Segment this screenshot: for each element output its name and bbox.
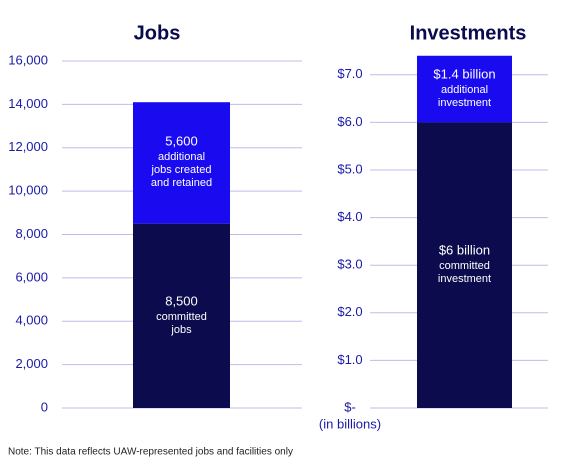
y-tick-label: $-: [344, 399, 356, 414]
segment-label-line: jobs created: [151, 164, 212, 176]
value-label: $6 billion: [439, 243, 490, 258]
segment-label-line: committed: [439, 260, 490, 272]
segment-label: committed jobs: [156, 311, 207, 336]
y-tick-label: 0: [41, 399, 48, 414]
y-tick-label: $4.0: [337, 209, 362, 224]
bar-segment: [417, 55, 512, 123]
bar-segment: [133, 223, 230, 408]
segment-label-line: additional: [158, 151, 205, 163]
segment-label-line: committed: [156, 311, 207, 323]
y-tick-label: 8,000: [15, 226, 48, 241]
y-tick-label: $5.0: [337, 161, 362, 176]
value-label: $1.4 billion: [433, 67, 495, 82]
chart-title: Jobs: [134, 22, 181, 44]
segment-label-line: investment: [438, 97, 491, 109]
segment-label-line: investment: [438, 273, 491, 285]
y-tick-label: 10,000: [8, 183, 48, 198]
segment-label-line: additional: [441, 84, 488, 96]
y-tick-label: $7.0: [337, 66, 362, 81]
y-tick-label: 16,000: [8, 52, 48, 67]
segment-label-line: and retained: [151, 177, 212, 189]
segment-label: additional jobs created and retained: [151, 151, 213, 189]
y-tick-label: $6.0: [337, 114, 362, 129]
segment-label: committed investment: [438, 260, 491, 285]
segment-label-line: jobs: [170, 324, 192, 336]
value-label: 8,500: [165, 293, 198, 308]
y-tick-label: 4,000: [15, 313, 48, 328]
y-tick-label: $3.0: [337, 257, 362, 272]
y-tick-label: $1.0: [337, 352, 362, 367]
y-axis-label: (in billions): [319, 416, 381, 431]
bar-segment: [417, 122, 512, 409]
note: Note: This data reflects UAW-represented…: [8, 447, 293, 458]
chart-title: Investments: [410, 22, 527, 44]
y-tick-label: 12,000: [8, 139, 48, 154]
y-tick-label: 2,000: [15, 356, 48, 371]
y-tick-label: 14,000: [8, 96, 48, 111]
y-tick-label: $2.0: [337, 304, 362, 319]
value-label: 5,600: [165, 133, 198, 148]
segment-label: additional investment: [438, 84, 491, 109]
bar-segment: [133, 102, 230, 224]
y-tick-label: 6,000: [15, 269, 48, 284]
